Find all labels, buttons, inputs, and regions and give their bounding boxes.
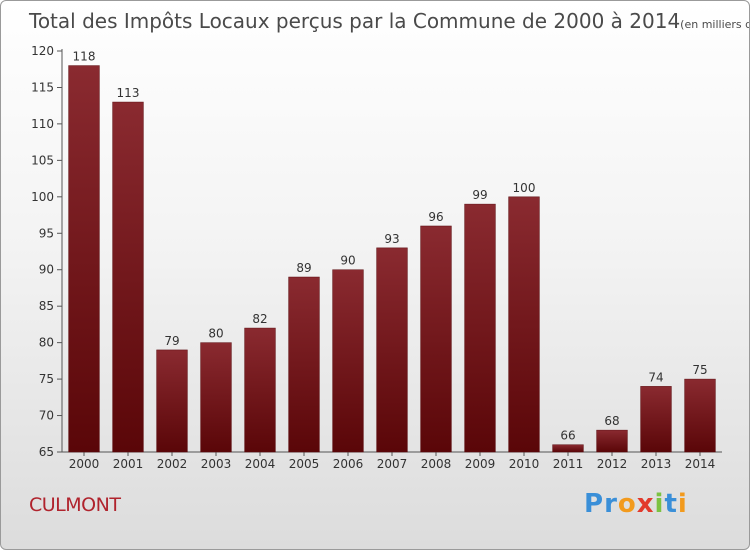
x-tick-label-2014: 2014 xyxy=(685,457,716,471)
x-tick-label-2000: 2000 xyxy=(69,457,100,471)
data-label-2002: 79 xyxy=(164,334,179,348)
y-tick-label: 120 xyxy=(31,44,54,58)
bars xyxy=(68,65,716,453)
bar-2002 xyxy=(156,349,188,453)
x-tick-label-2007: 2007 xyxy=(377,457,408,471)
bar-2001 xyxy=(112,101,144,453)
x-tick-label-2001: 2001 xyxy=(113,457,144,471)
x-tick-label-2010: 2010 xyxy=(509,457,540,471)
logo-letter: i xyxy=(654,489,665,519)
y-tick-label: 65 xyxy=(39,445,54,459)
y-tick-label: 80 xyxy=(39,336,54,350)
logo-letter: i xyxy=(677,489,688,519)
chart-title-unit: (en milliers d'€) xyxy=(680,18,749,31)
x-tick-label-2003: 2003 xyxy=(201,457,232,471)
y-tick-label: 70 xyxy=(39,409,54,423)
x-tick-label-2005: 2005 xyxy=(289,457,320,471)
data-label-2014: 75 xyxy=(692,363,707,377)
data-label-2010: 100 xyxy=(513,181,536,195)
logo-letter: r xyxy=(604,489,618,519)
bar-2008 xyxy=(420,225,452,453)
data-label-2011: 66 xyxy=(560,429,575,443)
y-tick-label: 75 xyxy=(39,372,54,386)
data-label-2013: 74 xyxy=(648,370,663,384)
logo-letter: o xyxy=(617,489,637,519)
x-tick-label-2008: 2008 xyxy=(421,457,452,471)
x-tick-label-2013: 2013 xyxy=(641,457,672,471)
x-tick-label-2002: 2002 xyxy=(157,457,188,471)
data-labels: 118 113 79 80 82 89 90 93 96 99 100 66 68 74 75 xyxy=(73,50,708,443)
x-tick-label-2009: 2009 xyxy=(465,457,496,471)
bar-2004 xyxy=(244,327,276,453)
data-label-2005: 89 xyxy=(296,261,311,275)
bar-2011 xyxy=(552,444,584,453)
bar-2006 xyxy=(332,269,364,453)
bar-2010 xyxy=(508,196,540,453)
x-tick-label-2004: 2004 xyxy=(245,457,276,471)
bar-2012 xyxy=(596,429,628,453)
logo-letter: P xyxy=(584,489,605,519)
y-tick-label: 95 xyxy=(39,226,54,240)
y-tick-label: 115 xyxy=(31,80,54,94)
bar-2007 xyxy=(376,247,408,453)
data-label-2003: 80 xyxy=(208,327,223,341)
x-tick-label-2012: 2012 xyxy=(597,457,628,471)
y-tick-label: 100 xyxy=(31,190,54,204)
bar-2000 xyxy=(68,65,100,453)
x-tick-label-2006: 2006 xyxy=(333,457,364,471)
x-axis: 2000 2001 2002 2003 2004 2005 2006 2007 2008 2009… xyxy=(62,451,722,471)
data-label-2006: 90 xyxy=(340,254,355,268)
bar-2014 xyxy=(684,378,716,453)
data-label-2004: 82 xyxy=(252,312,267,326)
x-tick-label-2011: 2011 xyxy=(553,457,584,471)
proxiti-logo: Proxiti xyxy=(584,489,688,519)
logo-letter: x xyxy=(636,489,655,519)
y-axis: 65 70 75 80 85 90 95 100 105 110 115 120 xyxy=(31,44,63,459)
y-tick-label: 90 xyxy=(39,263,54,277)
data-label-2007: 93 xyxy=(384,232,399,246)
chart-title: Total des Impôts Locaux perçus par la Co… xyxy=(28,9,749,33)
data-label-2008: 96 xyxy=(428,210,443,224)
bar-2003 xyxy=(200,342,232,453)
data-label-2000: 118 xyxy=(73,50,96,64)
logo-letter: t xyxy=(664,489,678,519)
bar-2009 xyxy=(464,203,496,453)
data-label-2012: 68 xyxy=(604,414,619,428)
y-tick-label: 105 xyxy=(31,153,54,167)
bar-2005 xyxy=(288,276,320,453)
chart-title-main: Total des Impôts Locaux perçus par la Co… xyxy=(28,9,680,33)
y-tick-label: 110 xyxy=(31,117,54,131)
data-label-2009: 99 xyxy=(472,188,487,202)
y-tick-label: 85 xyxy=(39,299,54,313)
bar-2013 xyxy=(640,386,672,453)
commune-name: CULMONT xyxy=(29,494,121,516)
data-label-2001: 113 xyxy=(117,86,140,100)
